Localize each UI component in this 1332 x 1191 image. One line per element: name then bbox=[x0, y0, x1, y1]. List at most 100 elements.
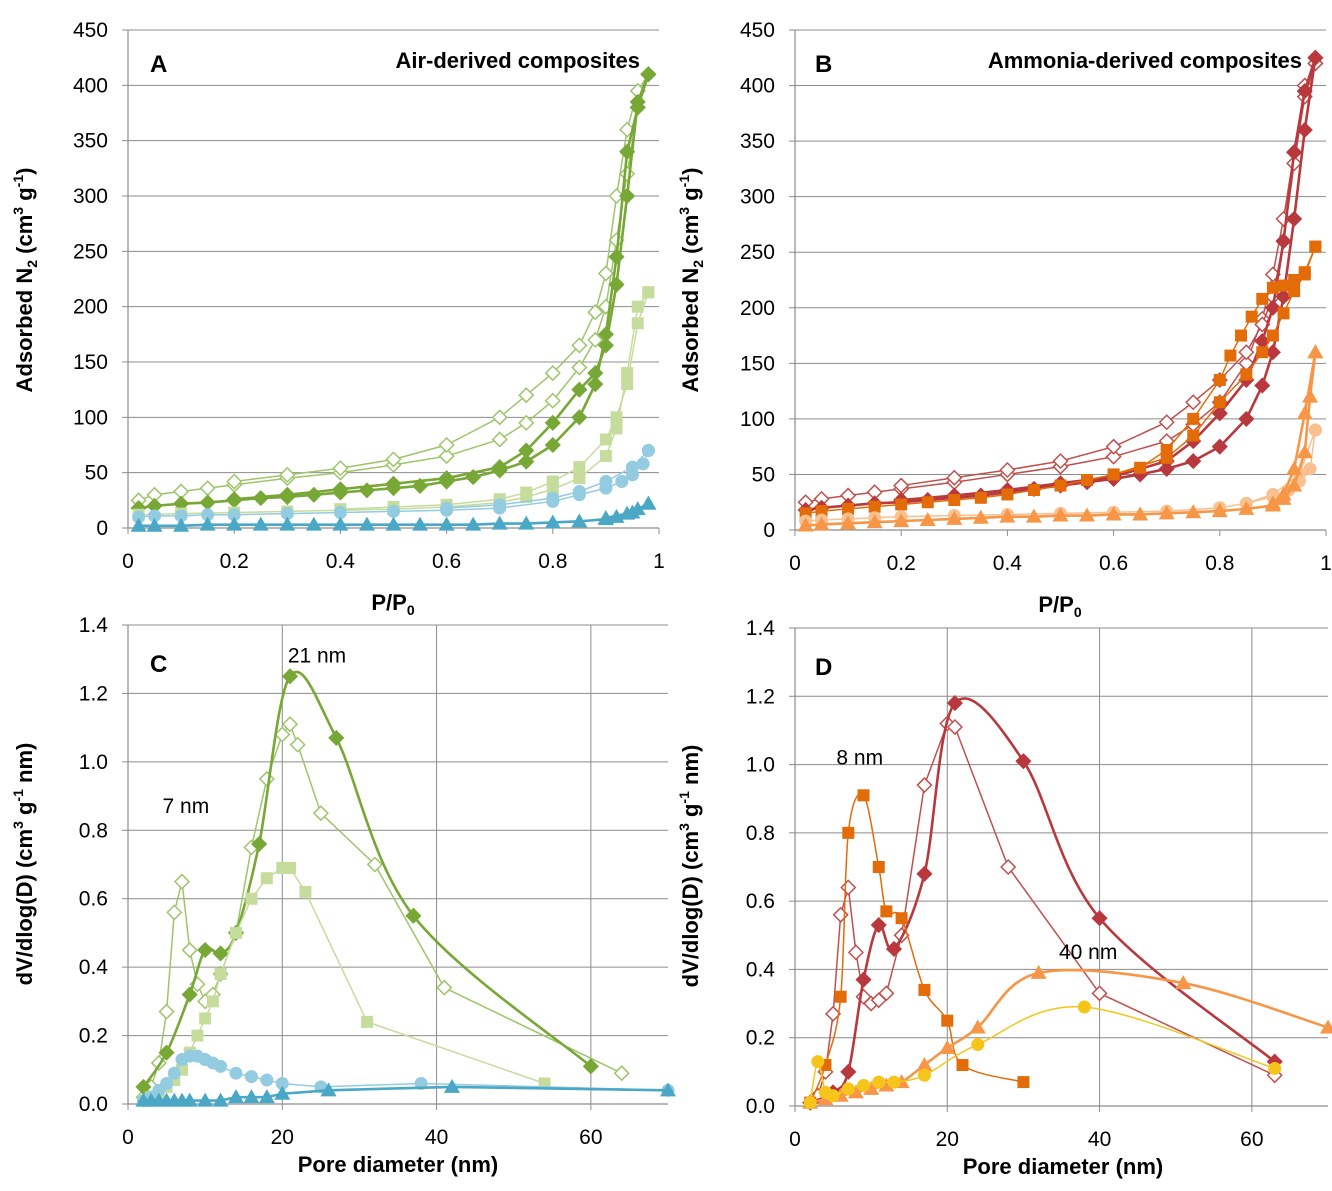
diamond-marker-16 bbox=[544, 436, 561, 454]
y-axis-title: dV/dlog(D) (cm3 g-1 nm) bbox=[676, 745, 703, 988]
series-line bbox=[142, 723, 623, 1098]
square-marker-4 bbox=[895, 498, 908, 511]
triangle-marker-7 bbox=[972, 509, 989, 524]
y-tick-label: 0.2 bbox=[746, 1027, 775, 1050]
square-marker-14 bbox=[631, 300, 644, 313]
square-marker-4 bbox=[857, 789, 870, 802]
circle-marker-6 bbox=[872, 1075, 886, 1089]
square-marker-30 bbox=[1266, 329, 1279, 342]
circle-marker-8 bbox=[917, 1068, 931, 1082]
diamond-open-marker-31 bbox=[332, 460, 349, 477]
triangle-marker-3 bbox=[866, 514, 883, 529]
square-marker-23 bbox=[1288, 274, 1301, 286]
diamond-open-marker-32 bbox=[946, 469, 963, 486]
diamond-open-marker-15 bbox=[281, 716, 299, 733]
series-circle bbox=[132, 444, 655, 524]
diamond-open-marker-15 bbox=[1000, 858, 1017, 876]
diamond-marker-6 bbox=[916, 865, 933, 882]
series-line bbox=[809, 722, 1276, 1104]
triangle-marker-16 bbox=[544, 514, 561, 529]
diamond-marker-21 bbox=[1286, 210, 1303, 227]
series-triangle bbox=[130, 495, 657, 532]
square-marker-17 bbox=[361, 1015, 374, 1028]
diamond-open-marker-4 bbox=[832, 906, 849, 923]
circle-marker-14 bbox=[275, 1076, 289, 1090]
triangle-marker-21 bbox=[1296, 444, 1313, 459]
triangle-marker-3 bbox=[199, 516, 216, 531]
diamond-marker-17 bbox=[571, 409, 588, 426]
diamond-marker-27 bbox=[1275, 233, 1292, 250]
x-tick-label: 0.4 bbox=[326, 550, 356, 573]
diamond-marker-2 bbox=[840, 1063, 857, 1080]
triangle-marker-5 bbox=[878, 1077, 895, 1092]
y-tick-label: 1.2 bbox=[79, 682, 108, 705]
triangle-marker-5 bbox=[252, 516, 269, 531]
square-marker-10 bbox=[573, 472, 586, 485]
triangle-marker-11 bbox=[412, 516, 429, 531]
diamond-open-marker-13 bbox=[258, 770, 275, 788]
panel-a: 0 50 100 150 200 250 300 350 400 450 0 0.2 0.4 0.6 0.8… bbox=[10, 19, 665, 618]
square-marker-35 bbox=[1160, 451, 1173, 464]
diamond-marker-5 bbox=[885, 940, 903, 958]
y-axis-title: Adsorbed N2 (cm3 g-1) bbox=[676, 168, 706, 393]
series-line bbox=[805, 352, 1317, 527]
diamond-marker-34 bbox=[438, 470, 455, 487]
square-marker-21 bbox=[1266, 281, 1279, 294]
x-tick-label: 60 bbox=[1240, 1128, 1263, 1151]
diamond-marker-4 bbox=[870, 916, 887, 934]
square-marker-17 bbox=[631, 317, 644, 330]
series-line bbox=[901, 57, 1317, 502]
square-marker-3 bbox=[868, 500, 881, 513]
circle-marker-17 bbox=[1308, 423, 1322, 437]
series-line bbox=[805, 63, 1317, 503]
panel-label: D bbox=[815, 654, 832, 681]
x-tick-label: 0.8 bbox=[1205, 552, 1234, 575]
triangle-marker-1 bbox=[146, 517, 163, 532]
square-marker-8 bbox=[199, 1012, 212, 1025]
diamond-marker-25 bbox=[629, 93, 646, 110]
square-marker-21 bbox=[573, 461, 586, 474]
triangle-marker-9 bbox=[969, 1019, 986, 1034]
y-tick-label: 0.2 bbox=[79, 1025, 108, 1048]
square-marker-16 bbox=[299, 885, 312, 898]
square-marker-11 bbox=[230, 926, 242, 939]
diamond-open-marker-27 bbox=[1185, 394, 1202, 411]
diamond-open-marker-28 bbox=[1158, 414, 1175, 431]
square-marker-13 bbox=[260, 872, 273, 885]
square-marker-29 bbox=[1277, 307, 1290, 320]
diamond-open-marker-28 bbox=[491, 409, 508, 426]
y-tick-label: 150 bbox=[73, 351, 108, 374]
square-marker-27 bbox=[1298, 268, 1311, 281]
y-tick-label: 250 bbox=[740, 241, 775, 264]
annotation: 21 nm bbox=[288, 645, 346, 668]
square-marker-33 bbox=[1213, 396, 1226, 409]
series-diamond-open bbox=[802, 715, 1283, 1111]
square-marker-8 bbox=[918, 983, 931, 996]
triangle-marker-12 bbox=[438, 516, 455, 531]
y-tick-label: 250 bbox=[73, 240, 108, 263]
triangle-marker-0 bbox=[797, 517, 814, 532]
annotation: 40 nm bbox=[1059, 941, 1117, 964]
series-line bbox=[901, 63, 1317, 487]
annotation: 7 nm bbox=[163, 795, 210, 818]
square-marker-2 bbox=[842, 502, 855, 515]
x-tick-label: 1 bbox=[653, 550, 665, 573]
y-tick-label: 100 bbox=[73, 406, 108, 429]
triangle-marker-9 bbox=[228, 1089, 244, 1104]
series-line bbox=[805, 57, 1317, 512]
triangle-marker-24 bbox=[1307, 344, 1324, 359]
series-line bbox=[138, 74, 650, 502]
x-tick-label: 0.2 bbox=[220, 550, 249, 573]
triangle-marker-10 bbox=[385, 516, 402, 531]
diamond-open-marker-31 bbox=[999, 461, 1016, 479]
circle-marker-7 bbox=[887, 1075, 901, 1089]
y-tick-label: 0.0 bbox=[746, 1095, 775, 1118]
diamond-marker-15 bbox=[518, 453, 535, 470]
x-tick-label: 0 bbox=[122, 1126, 134, 1149]
diamond-open-marker-9 bbox=[491, 431, 508, 448]
diamond-marker-15 bbox=[1185, 453, 1202, 470]
diamond-open-marker-20 bbox=[613, 1065, 630, 1082]
x-tick-label: 20 bbox=[936, 1128, 959, 1151]
square-marker-9 bbox=[941, 1014, 954, 1027]
circle-marker-2 bbox=[174, 509, 188, 523]
